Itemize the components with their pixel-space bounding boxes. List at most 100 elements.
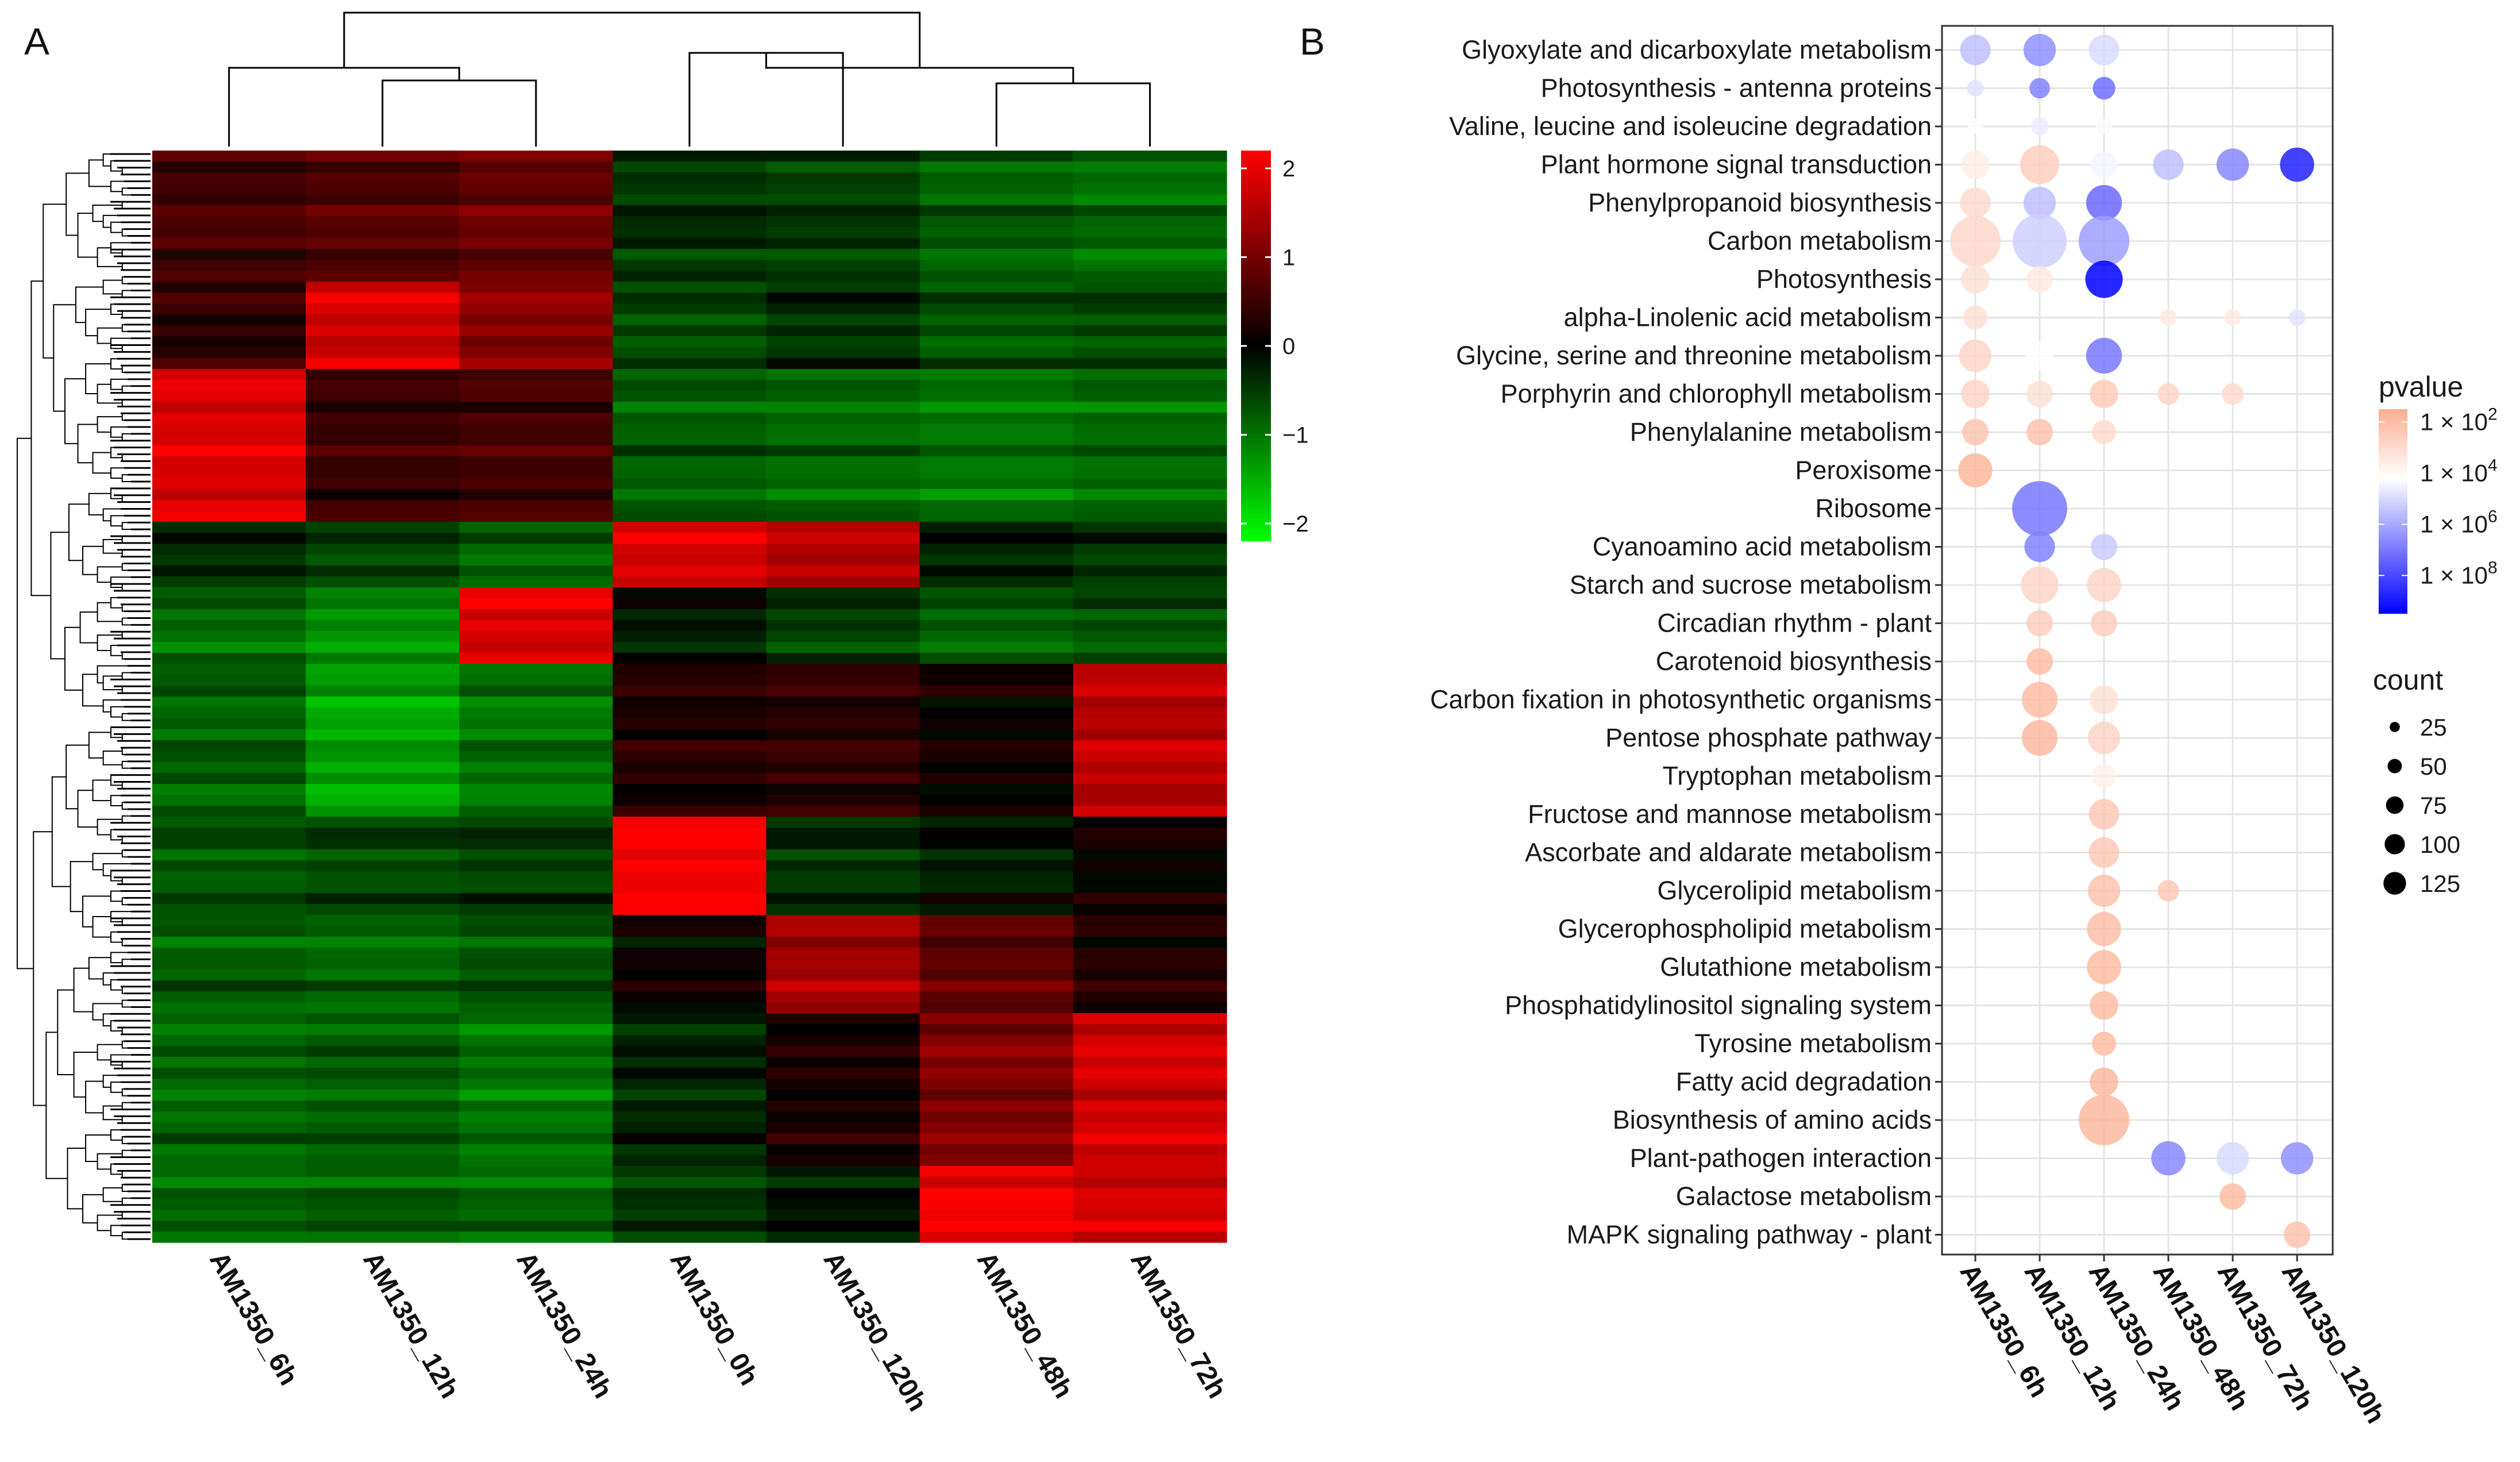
dendrogram-branch	[121, 815, 151, 824]
enrichment-dot	[2029, 78, 2050, 99]
heatmap-cell	[306, 161, 460, 173]
heatmap-cell	[766, 762, 920, 774]
heatmap-cell	[459, 1210, 614, 1221]
heatmap-cell	[459, 282, 614, 293]
enrichment-dot	[2030, 117, 2049, 136]
heatmap-cell	[766, 391, 920, 402]
heatmap-cell	[459, 489, 614, 501]
heatmap-cell	[459, 838, 614, 850]
heatmap-cell	[306, 445, 460, 457]
dendrogram-branch	[121, 167, 151, 175]
heatmap-cell	[459, 249, 614, 260]
heatmap-cell	[152, 980, 306, 992]
dendrogram-branch	[110, 160, 151, 172]
heatmap-cell	[152, 227, 306, 238]
heatmap-cell	[612, 183, 767, 195]
heatmap-cell	[306, 969, 460, 981]
heatmap-cell	[459, 1090, 614, 1101]
dendrogram-branch	[64, 378, 86, 444]
heatmap-cell	[766, 991, 920, 1003]
heatmap-cell	[152, 1221, 306, 1232]
enrichment-dot	[2089, 34, 2120, 66]
heatmap-cell	[152, 489, 306, 501]
heatmap-cell	[919, 347, 1074, 359]
heatmap-cell	[459, 1046, 614, 1057]
dendrogram-branch	[70, 861, 93, 913]
heatmap-cell	[612, 1188, 767, 1199]
heatmap-cell	[1073, 1111, 1227, 1123]
heatmap-cell	[766, 620, 920, 632]
enrichment-dot	[2087, 950, 2121, 984]
heatmap-cell	[459, 1101, 614, 1112]
heatmap-cell	[766, 434, 920, 446]
heatmap-cell	[919, 718, 1074, 730]
heatmap-cell	[1073, 1221, 1227, 1232]
heatmap-cell	[1073, 969, 1227, 981]
heatmap-cell	[306, 544, 460, 555]
heatmap-cell	[152, 664, 306, 675]
dendrogram-branch	[110, 1020, 151, 1032]
heatmap-cell	[1073, 882, 1227, 894]
heatmap-cell	[919, 1046, 1074, 1057]
dendrogram-branch	[121, 494, 151, 503]
heatmap-cell	[766, 959, 920, 970]
heatmap-cell	[612, 926, 767, 937]
heatmap-cell	[306, 303, 460, 315]
enrichment-dot	[1967, 79, 1984, 97]
dendrogram-branch	[121, 917, 151, 926]
heatmap-cell	[306, 522, 460, 533]
heatmap-cell	[459, 413, 614, 424]
heatmap-cell	[766, 336, 920, 348]
heatmap-cell	[766, 1090, 920, 1101]
heatmap-cell	[306, 1101, 460, 1112]
heatmap-cell	[459, 271, 614, 282]
heatmap-cell	[612, 1210, 767, 1221]
heatmap-cell	[152, 828, 306, 839]
heatmap-cell	[306, 1035, 460, 1047]
dendrogram-branch	[121, 603, 151, 612]
heatmap-cell	[1073, 1166, 1227, 1178]
heatmap-cell	[152, 609, 306, 621]
heatmap-cell	[459, 729, 614, 741]
heatmap-cell	[919, 151, 1074, 162]
heatmap-cell	[152, 587, 306, 599]
heatmap-cell	[919, 194, 1074, 206]
heatmap-cell	[306, 980, 460, 992]
enrichment-dot	[2151, 1141, 2186, 1176]
heatmap-cell	[1073, 489, 1227, 501]
heatmap-cell	[152, 1035, 306, 1047]
heatmap-cell	[459, 424, 614, 435]
heatmap-cell	[919, 937, 1074, 948]
heatmap-cell	[306, 915, 460, 926]
heatmap-cell	[306, 740, 460, 752]
heatmap-cell	[459, 205, 614, 217]
heatmap-cell	[459, 762, 614, 774]
dendrogram-branch	[121, 249, 151, 257]
heatmap-cell	[306, 216, 460, 228]
dendrogram-branch	[77, 213, 98, 258]
dendrogram-branch	[121, 781, 151, 790]
dendrogram-branch	[110, 1163, 151, 1175]
dendrogram-branch	[995, 82, 1151, 147]
heatmap-cell	[612, 969, 767, 981]
heatmap-cell	[459, 773, 614, 784]
heatmap-column-label: AM1350_12h	[357, 1246, 465, 1403]
heatmap-cell	[459, 238, 614, 249]
heatmap-cell	[1073, 664, 1227, 675]
heatmap-cell	[1073, 729, 1227, 741]
heatmap-cell	[306, 282, 460, 293]
heatmap-cell	[152, 740, 306, 752]
pathway-label: Peroxisome	[1795, 456, 1932, 485]
heatmap-cell	[152, 314, 306, 326]
heatmap-cell	[612, 413, 767, 424]
heatmap-cell	[919, 303, 1074, 315]
heatmap-cell	[766, 183, 920, 195]
heatmap-cell	[306, 697, 460, 708]
heatmap-cell	[306, 1166, 460, 1178]
heatmap-cell	[306, 391, 460, 402]
legend: pvalue 1 × 102 1 × 104 1 × 106 1 × 108 coun…	[2373, 371, 2498, 897]
enrichment-dot	[2219, 1183, 2247, 1210]
enrichment-dot	[1960, 34, 1991, 66]
heatmap-cell	[152, 751, 306, 763]
heatmap-cell	[152, 522, 306, 533]
